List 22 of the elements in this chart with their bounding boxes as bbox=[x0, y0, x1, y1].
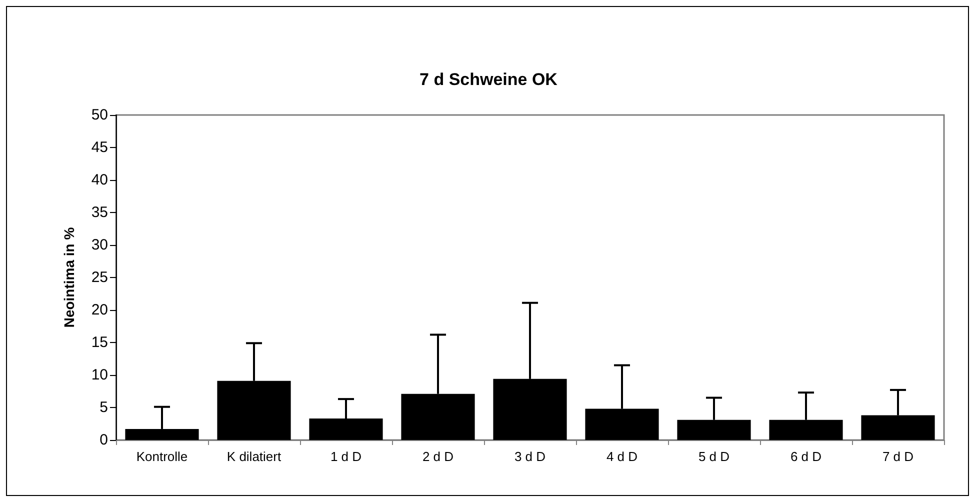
x-tick-label: 5 d D bbox=[698, 449, 730, 464]
x-tick-label: 3 d D bbox=[514, 449, 546, 464]
y-tick-label: 25 bbox=[91, 269, 108, 286]
y-tick-label: 15 bbox=[91, 334, 108, 351]
x-tick-label: Kontrolle bbox=[136, 449, 188, 464]
x-tick-label: K dilatiert bbox=[226, 449, 282, 464]
x-tick-label: 6 d D bbox=[790, 449, 822, 464]
y-tick-label: 35 bbox=[91, 204, 108, 221]
y-tick-label: 50 bbox=[91, 106, 108, 124]
y-tick-label: 10 bbox=[91, 366, 108, 384]
x-tick-label: 2 d D bbox=[422, 449, 454, 464]
x-tick-label: 1 d D bbox=[330, 449, 362, 464]
y-tick-label: 30 bbox=[91, 236, 108, 254]
y-tick-label: 40 bbox=[91, 172, 108, 188]
y-tick-label: 5 bbox=[100, 399, 108, 416]
chart-title: 7 d Schweine OK bbox=[420, 70, 558, 89]
y-tick-label: 0 bbox=[100, 432, 108, 448]
x-tick-label: 7 d D bbox=[882, 449, 914, 464]
y-tick-label: 20 bbox=[91, 302, 108, 318]
y-tick-label: 45 bbox=[91, 139, 108, 156]
y-axis-title: Neointima in % bbox=[61, 226, 77, 328]
x-tick-label: 4 d D bbox=[606, 449, 638, 464]
